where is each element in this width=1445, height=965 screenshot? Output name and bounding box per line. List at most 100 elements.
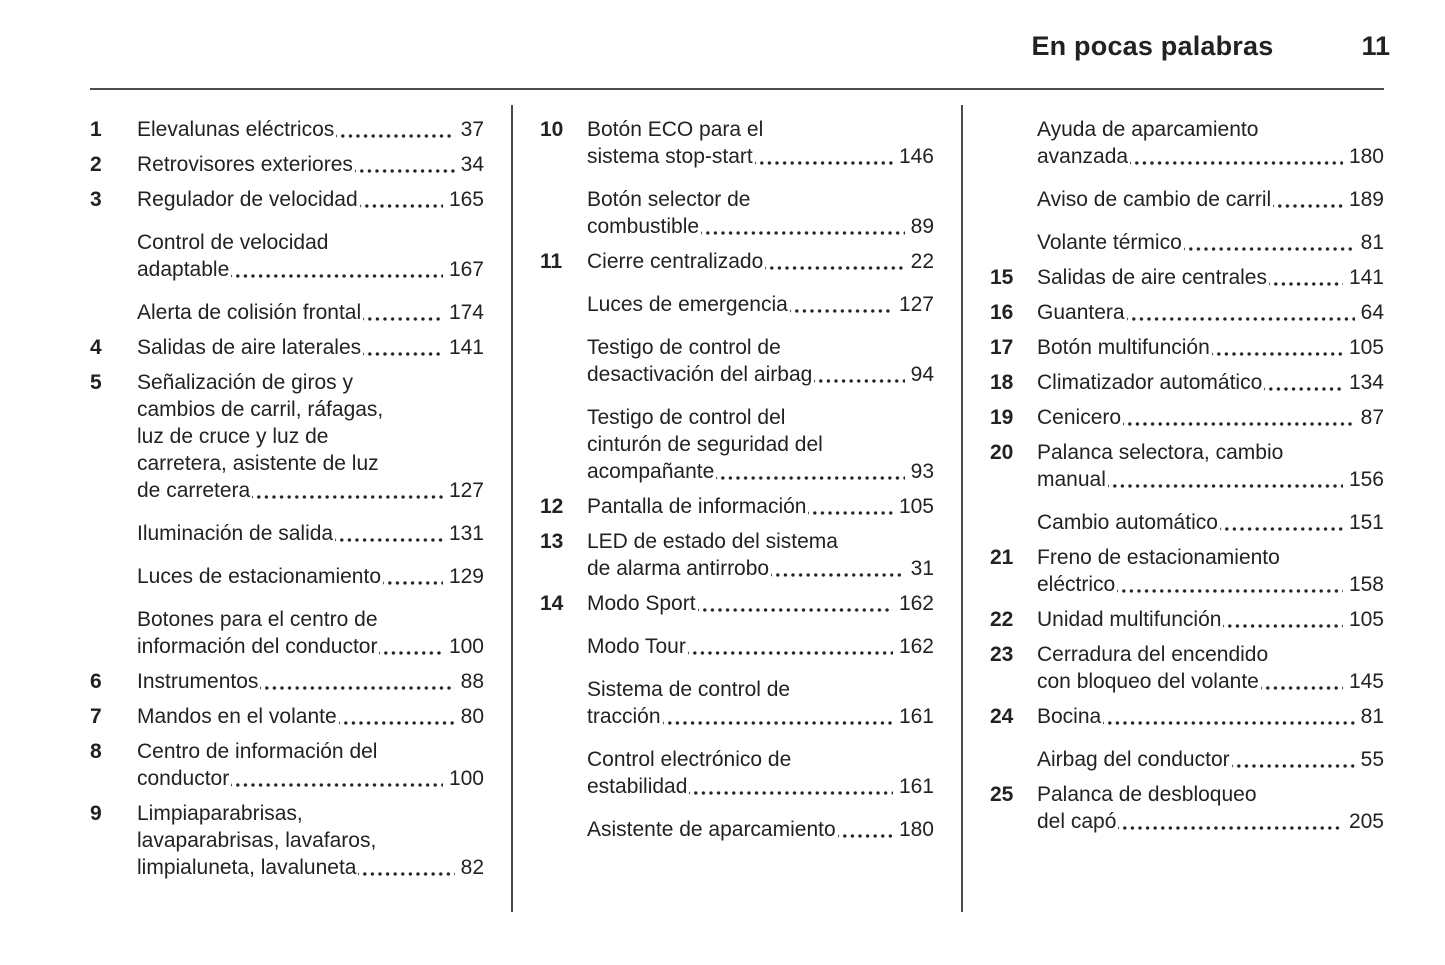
entry-text-line: Cerradura del encendido [1037,643,1269,666]
entry-text-line: Botones para el centro de [137,608,378,631]
index-entry: 3 Regulador de velocidad 165 [90,186,484,213]
entry-text-line: Pantalla de información 105 [587,493,934,520]
entry-body: Pantalla de información 105 [587,493,934,520]
header-row: En pocas palabras 11 [0,0,1445,64]
index-entry: Ayuda de aparcamiento avanzada 180 [990,116,1384,170]
index-entry: 17 Botón multifunción 105 [990,334,1384,361]
index-entry: Control electrónico de estabilidad 161 [540,746,934,800]
entry-text: Aviso de cambio de carril [1037,188,1272,211]
entry-body: Botones para el centro de información del… [137,606,484,660]
entry-body: Airbag del conductor 55 [1037,746,1384,773]
dot-leader [1268,264,1343,291]
entry-text: tracción [587,705,661,728]
entry-text-line: Salidas de aire laterales 141 [137,334,484,361]
entry-page-ref: 134 [1348,371,1384,394]
page-header: En pocas palabras 11 [0,0,1445,90]
entry-number: 14 [540,592,564,615]
entry-body: Elevalunas eléctricos 37 [137,116,484,143]
index-entry: Asistente de aparcamiento 180 [540,816,934,843]
entry-body: Bocina 81 [1037,703,1384,730]
entry-page-ref: 162 [898,635,934,658]
index-entry: 18 Climatizador automático 134 [990,369,1384,396]
dot-leader [1130,143,1343,170]
index-entry: 6 Instrumentos 88 [90,668,484,695]
dot-leader [359,186,443,213]
entry-page-ref: 127 [898,293,934,316]
entry-page-ref: 141 [1348,266,1384,289]
entry-page-ref: 81 [1360,231,1384,254]
index-column-2: 10 Botón ECO para el sistema stop-start 146… [540,105,934,912]
entry-page-ref: 141 [448,336,484,359]
entry-text: manual [1037,468,1106,491]
entry-text-line: Retrovisores exteriores 34 [137,151,484,178]
dot-leader [354,151,455,178]
entry-text-line: Palanca selectora, cambio [1037,441,1284,464]
dot-leader [335,520,443,547]
dot-leader [231,765,443,792]
dot-leader [1118,808,1343,835]
entry-page-ref: 89 [910,215,934,238]
entry-text: Guantera [1037,301,1125,324]
entry-number: 10 [540,118,564,141]
entry-text-line: acompañante 93 [587,458,934,485]
index-entry: 25 Palanca de desbloqueo del capó 205 [990,781,1384,835]
entry-text-line: Salidas de aire centrales 141 [1037,264,1384,291]
entry-text: limpialuneta, lavaluneta [137,856,357,879]
entry-text: avanzada [1037,145,1129,168]
entry-text-line: del capó 205 [1037,808,1384,835]
entry-body: Luces de emergencia 127 [587,291,934,318]
entry-page-ref: 105 [1348,608,1384,631]
dot-leader [1264,369,1343,396]
entry-text-line: con bloqueo del volante 145 [1037,668,1384,695]
entry-number: 21 [990,546,1014,569]
index-entry: 13 LED de estado del sistema de alarma ant… [540,528,934,582]
entry-text-line: LED de estado del sistema [587,530,838,553]
entry-page-ref: 174 [448,301,484,324]
entry-text-line: tracción 161 [587,703,934,730]
entry-text-line: Limpiaparabrisas, [137,802,303,825]
entry-text-line: Testigo de control de [587,336,781,359]
index-entry: Testigo de control del cinturón de seguri… [540,404,934,485]
dot-leader [771,555,905,582]
entry-body: Testigo de control del cinturón de seguri… [587,404,934,485]
entry-number: 23 [990,643,1014,666]
entry-text: del capó [1037,810,1117,833]
index-entry: 11 Cierre centralizado 22 [540,248,934,275]
entry-text: Mandos en el volante [137,705,337,728]
section-title: En pocas palabras [1031,31,1274,61]
entry-body: Salidas de aire centrales 141 [1037,264,1384,291]
entry-page-ref: 94 [910,363,934,386]
entry-number [990,746,1037,773]
index-entry: Aviso de cambio de carril 189 [990,186,1384,213]
entry-page-ref: 146 [898,145,934,168]
index-entry: 23 Cerradura del encendido con bloqueo del… [990,641,1384,695]
entry-page-ref: 80 [460,705,484,728]
entry-text: Asistente de aparcamiento [587,818,836,841]
entry-text-line: Testigo de control del [587,406,786,429]
entry-page-ref: 88 [460,670,484,693]
dot-leader [231,256,443,283]
entry-body: Cerradura del encendido con bloqueo del v… [1037,641,1384,695]
entry-page-ref: 55 [1360,748,1384,771]
entry-text-line: Luces de estacionamiento 129 [137,563,484,590]
index-entry: 8 Centro de información del conductor 100 [90,738,484,792]
index-entry: Airbag del conductor 55 [990,746,1384,773]
entry-page-ref: 129 [448,565,484,588]
entry-text: Climatizador automático [1037,371,1263,394]
index-entry: Alerta de colisión frontal 174 [90,299,484,326]
entry-text-line: Asistente de aparcamiento 180 [587,816,934,843]
entry-body: Alerta de colisión frontal 174 [137,299,484,326]
entry-text-line: Luces de emergencia 127 [587,291,934,318]
dot-leader [662,703,893,730]
dot-leader [1117,571,1343,598]
entry-body: Ayuda de aparcamiento avanzada 180 [1037,116,1384,170]
entry-body: Testigo de control de desactivación del a… [587,334,934,388]
index-entry: Iluminación de salida 131 [90,520,484,547]
dot-leader [383,563,443,590]
entry-number [540,334,587,388]
entry-page-ref: 100 [448,767,484,790]
entry-number [90,299,137,326]
entry-number: 25 [990,783,1014,806]
entry-body: Aviso de cambio de carril 189 [1037,186,1384,213]
entry-text-line: de carretera 127 [137,477,484,504]
